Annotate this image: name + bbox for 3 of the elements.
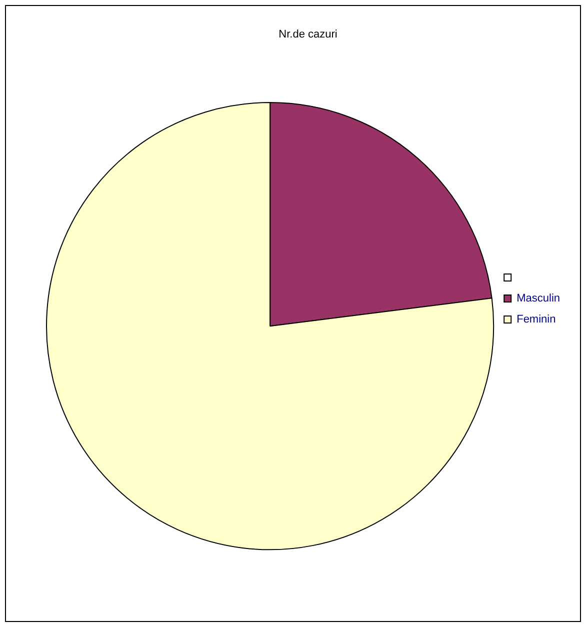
chart-title: Nr.de cazuri (278, 28, 338, 41)
legend-label: Masculin (516, 292, 560, 305)
legend-label: Feminin (516, 314, 556, 326)
